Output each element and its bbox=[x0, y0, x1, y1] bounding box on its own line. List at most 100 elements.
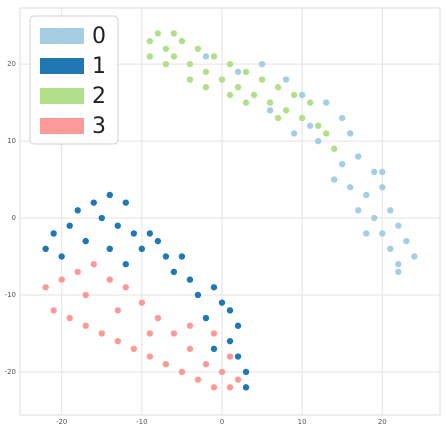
point bbox=[66, 222, 73, 229]
legend-swatch bbox=[40, 118, 84, 134]
point bbox=[339, 114, 346, 122]
point bbox=[178, 253, 186, 260]
x-tick-label: 10 bbox=[298, 418, 307, 426]
point bbox=[146, 353, 154, 360]
point bbox=[411, 253, 418, 260]
point bbox=[170, 268, 178, 276]
x-tick-label: 0 bbox=[220, 418, 224, 426]
point bbox=[154, 314, 162, 322]
legend-label: 3 bbox=[92, 114, 106, 139]
point bbox=[258, 76, 266, 83]
legend-label: 0 bbox=[92, 24, 106, 49]
point bbox=[371, 214, 378, 222]
point bbox=[194, 376, 202, 383]
point bbox=[339, 160, 346, 168]
point bbox=[122, 284, 130, 291]
point bbox=[274, 114, 282, 122]
point bbox=[347, 184, 354, 191]
point bbox=[162, 253, 170, 260]
y-tick-label: 10 bbox=[7, 137, 16, 145]
point bbox=[387, 245, 394, 253]
point bbox=[210, 384, 218, 391]
point bbox=[202, 314, 210, 322]
point bbox=[226, 353, 234, 360]
point bbox=[210, 330, 218, 337]
point bbox=[98, 330, 105, 337]
point bbox=[106, 245, 113, 253]
point bbox=[274, 84, 282, 91]
point bbox=[298, 91, 306, 99]
legend-box bbox=[29, 15, 119, 145]
point bbox=[122, 261, 130, 268]
point bbox=[282, 107, 290, 114]
point bbox=[282, 76, 290, 83]
legend-label: 2 bbox=[92, 84, 106, 109]
point bbox=[170, 330, 178, 337]
point bbox=[90, 261, 97, 268]
point bbox=[130, 230, 138, 237]
point bbox=[178, 37, 186, 45]
point bbox=[42, 245, 49, 253]
point bbox=[242, 99, 250, 106]
point bbox=[330, 145, 338, 152]
point bbox=[170, 53, 178, 60]
legend-swatch bbox=[40, 28, 84, 44]
point bbox=[146, 37, 154, 45]
point bbox=[162, 60, 170, 68]
point bbox=[178, 368, 186, 376]
point bbox=[154, 30, 162, 37]
point bbox=[186, 60, 194, 68]
point bbox=[250, 91, 258, 99]
point bbox=[114, 307, 121, 314]
point bbox=[379, 230, 386, 237]
x-tick-label: -10 bbox=[136, 418, 147, 426]
point bbox=[234, 353, 242, 360]
point bbox=[114, 337, 121, 345]
point bbox=[306, 99, 314, 106]
point bbox=[202, 68, 210, 76]
point bbox=[194, 45, 202, 52]
point bbox=[330, 176, 338, 183]
point bbox=[226, 384, 234, 391]
point bbox=[82, 322, 89, 329]
point bbox=[74, 207, 81, 214]
y-tick-label: 20 bbox=[7, 60, 16, 68]
point bbox=[266, 99, 274, 106]
point bbox=[226, 91, 234, 99]
point bbox=[290, 91, 298, 99]
point bbox=[90, 199, 97, 206]
point bbox=[162, 361, 170, 368]
point bbox=[363, 191, 370, 199]
point bbox=[146, 230, 154, 237]
point bbox=[371, 168, 378, 176]
point bbox=[82, 237, 89, 245]
point bbox=[194, 291, 202, 299]
point bbox=[202, 361, 210, 368]
point bbox=[42, 284, 49, 291]
point bbox=[138, 299, 146, 306]
y-tick-label: -20 bbox=[5, 368, 16, 376]
point bbox=[210, 53, 218, 60]
point bbox=[58, 276, 65, 283]
point bbox=[58, 253, 65, 260]
point bbox=[186, 322, 194, 329]
x-tick-label: 20 bbox=[378, 418, 387, 426]
point bbox=[210, 345, 218, 353]
point bbox=[226, 60, 234, 68]
point bbox=[122, 199, 130, 206]
point bbox=[114, 222, 121, 229]
point bbox=[242, 384, 250, 391]
point bbox=[218, 76, 226, 83]
point bbox=[355, 153, 362, 160]
legend-swatch bbox=[40, 88, 84, 104]
point bbox=[210, 284, 218, 291]
point bbox=[226, 337, 234, 345]
point bbox=[322, 130, 330, 137]
y-tick-label: 0 bbox=[12, 214, 16, 222]
point bbox=[363, 230, 370, 237]
point bbox=[314, 137, 322, 145]
point bbox=[234, 322, 242, 329]
point bbox=[50, 307, 57, 314]
